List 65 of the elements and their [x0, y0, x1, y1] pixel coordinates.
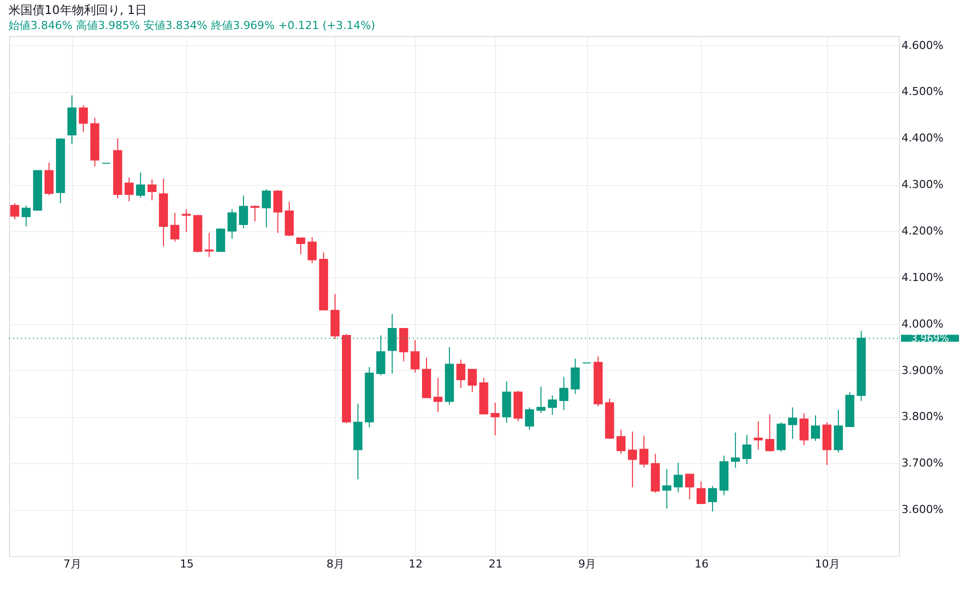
candlestick	[559, 376, 568, 411]
candlestick	[410, 340, 420, 374]
candlestick	[433, 377, 442, 413]
y-tick-label: 3.900%	[902, 364, 944, 377]
x-tick-label: 9月	[578, 558, 596, 570]
x-tick-label: 16	[694, 558, 709, 570]
y-tick-label: 4.300%	[902, 178, 944, 192]
candlestick	[788, 406, 798, 440]
candlestick	[570, 358, 580, 394]
candlestick	[536, 386, 546, 414]
candlestick	[147, 178, 156, 201]
chart-title: 米国債10年物利回り, 1日	[8, 3, 148, 17]
candlestick	[754, 420, 763, 450]
chart-subtitle: 始値3.846% 高値3.985% 安値3.834% 終値3.969% +0.121 (+3.14%)	[8, 19, 376, 32]
candlestick	[296, 237, 306, 255]
candlestick	[262, 188, 271, 228]
candlestick	[204, 232, 214, 258]
candlestick	[456, 359, 466, 388]
y-tick-label: 4.400%	[902, 132, 944, 145]
candlestick	[22, 204, 31, 227]
candlestick	[136, 172, 146, 198]
x-tick-label: 7月	[63, 558, 82, 570]
x-tick-label: 10月	[814, 558, 840, 570]
x-tick-label: 21	[488, 558, 503, 570]
candlestick	[399, 328, 408, 362]
y-tick-label: 4.000%	[902, 317, 944, 330]
y-tick-label: 3.800%	[902, 410, 944, 424]
candlestick	[308, 236, 317, 264]
candlestick	[524, 406, 534, 430]
candlestick	[490, 402, 500, 436]
y-tick-label: 3.700%	[902, 456, 944, 470]
candlestick	[228, 208, 237, 240]
candlestick	[44, 162, 54, 196]
candlestick	[239, 195, 248, 229]
y-tick-label: 4.100%	[902, 270, 944, 284]
y-tick-label: 4.600%	[902, 38, 944, 52]
candlestick	[810, 414, 820, 442]
candlestick	[273, 190, 282, 234]
candlestick	[765, 414, 774, 452]
candlestick	[468, 368, 477, 393]
candlestick	[170, 212, 180, 242]
candlestick	[548, 394, 557, 416]
y-tick-label: 4.500%	[902, 85, 944, 98]
candlestick	[800, 412, 809, 446]
candlestick	[685, 474, 694, 500]
candlestick	[742, 434, 752, 465]
candlestick	[10, 202, 20, 220]
candlestick	[250, 204, 260, 222]
candlestick	[708, 485, 718, 512]
candlestick	[628, 431, 637, 488]
candlestick	[216, 228, 226, 252]
x-tick-label: 8月	[326, 558, 345, 570]
candlestick	[834, 409, 843, 453]
candlestick	[662, 468, 672, 510]
candlestick	[639, 435, 648, 468]
candlestick	[696, 481, 706, 504]
y-tick-label: 4.200%	[902, 224, 944, 238]
candlestick	[674, 462, 683, 493]
x-tick-label: 15	[180, 558, 194, 570]
candlestick	[124, 177, 134, 202]
candlestick	[616, 429, 626, 454]
y-tick-label: 3.600%	[902, 503, 944, 516]
candlestick	[78, 104, 88, 133]
candlestick	[730, 432, 740, 468]
x-tick-label: 12	[408, 558, 423, 570]
